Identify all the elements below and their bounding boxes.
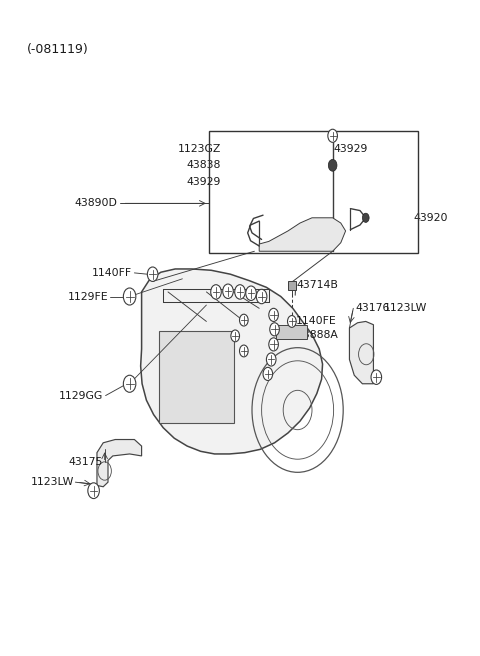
Circle shape bbox=[240, 314, 248, 326]
Circle shape bbox=[270, 323, 279, 336]
Circle shape bbox=[147, 267, 158, 281]
Polygon shape bbox=[141, 269, 323, 454]
Circle shape bbox=[123, 375, 136, 392]
Text: 43714B: 43714B bbox=[296, 280, 338, 291]
Circle shape bbox=[231, 330, 240, 342]
Text: 1123LW: 1123LW bbox=[31, 477, 74, 487]
Polygon shape bbox=[259, 218, 346, 251]
Text: 1140FF: 1140FF bbox=[92, 268, 132, 278]
Bar bbox=[288, 281, 296, 290]
Text: 43890D: 43890D bbox=[75, 198, 118, 209]
Circle shape bbox=[288, 316, 296, 327]
Text: 43838: 43838 bbox=[186, 160, 221, 171]
Text: 1123LW: 1123LW bbox=[384, 303, 427, 314]
Polygon shape bbox=[349, 321, 373, 384]
Circle shape bbox=[269, 338, 278, 351]
Circle shape bbox=[328, 129, 337, 142]
Text: 1129FE: 1129FE bbox=[67, 291, 108, 302]
Bar bbox=[209, 131, 418, 253]
Text: 1129GG: 1129GG bbox=[59, 390, 103, 401]
Text: 43888A: 43888A bbox=[296, 329, 338, 340]
Text: 43920: 43920 bbox=[414, 213, 448, 224]
Circle shape bbox=[88, 483, 99, 499]
Text: 43175: 43175 bbox=[69, 457, 103, 468]
Circle shape bbox=[123, 288, 136, 305]
Circle shape bbox=[235, 285, 245, 299]
Circle shape bbox=[263, 367, 273, 380]
Bar bbox=[159, 331, 234, 423]
Polygon shape bbox=[97, 440, 142, 487]
Text: 43929: 43929 bbox=[334, 144, 368, 154]
Text: 43929: 43929 bbox=[186, 177, 221, 188]
Circle shape bbox=[246, 286, 256, 300]
Circle shape bbox=[256, 289, 267, 304]
Text: (-081119): (-081119) bbox=[26, 43, 88, 56]
Circle shape bbox=[371, 370, 382, 384]
Circle shape bbox=[211, 285, 221, 299]
Circle shape bbox=[223, 284, 233, 298]
Circle shape bbox=[266, 353, 276, 366]
Circle shape bbox=[269, 308, 278, 321]
Text: 1140FE: 1140FE bbox=[296, 316, 337, 327]
Text: 43176: 43176 bbox=[355, 303, 390, 314]
Bar bbox=[276, 325, 307, 339]
Circle shape bbox=[362, 213, 369, 222]
Text: 1123GZ: 1123GZ bbox=[178, 144, 221, 154]
Circle shape bbox=[240, 345, 248, 357]
Circle shape bbox=[328, 159, 337, 171]
